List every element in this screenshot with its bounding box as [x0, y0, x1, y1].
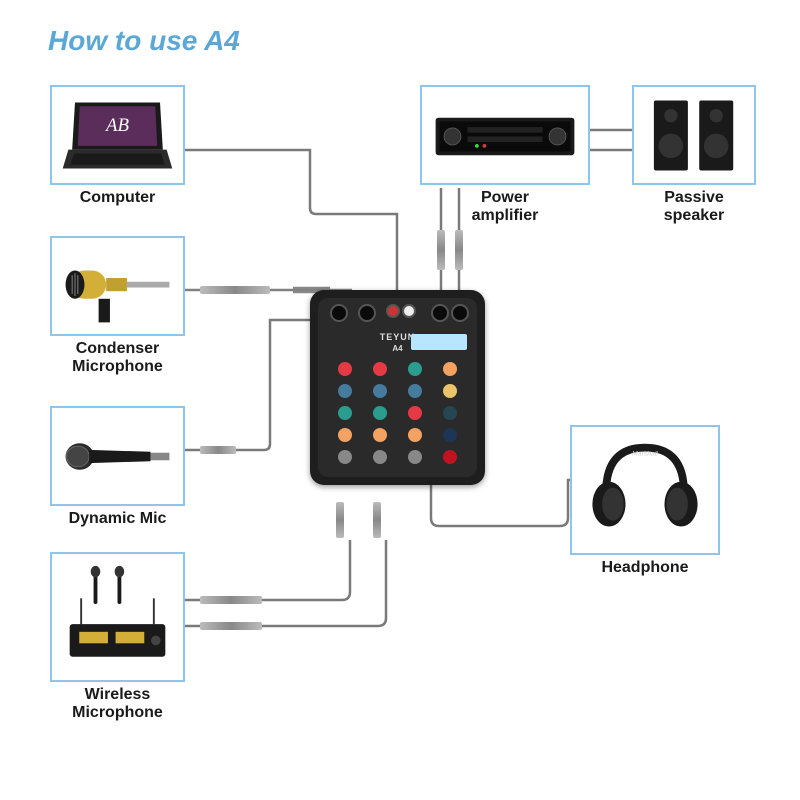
jack-plug [200, 446, 236, 454]
mixer-model: A4 [392, 344, 402, 353]
condenser-box [50, 236, 185, 336]
jack-plug [200, 286, 270, 294]
svg-text:AB: AB [104, 114, 130, 135]
jack-plug [455, 230, 463, 270]
mixer-brand: TEYUN [380, 332, 416, 342]
headphone-label: Headphone [570, 559, 720, 577]
condenser-label: CondenserMicrophone [50, 340, 185, 375]
computer-box: AB [50, 85, 185, 185]
wire-dynamic_right [185, 320, 320, 450]
mixer-device: TEYUN A4 [310, 290, 485, 485]
wire-wireless_right2 [185, 540, 386, 626]
wireless-label: WirelessMicrophone [50, 686, 185, 721]
headphone-box: Marshall [570, 425, 720, 555]
dynamic-label: Dynamic Mic [50, 510, 185, 528]
speaker-label: Passivespeaker [632, 189, 756, 224]
svg-text:Marshall: Marshall [632, 450, 658, 457]
jack-plug [200, 622, 262, 630]
jack-plug [437, 230, 445, 270]
jack-plug [200, 596, 262, 604]
dynamic-box [50, 406, 185, 506]
wireless-box [50, 552, 185, 682]
speaker-box [632, 85, 756, 185]
jack-plug [336, 502, 344, 538]
amplifier-box [420, 85, 590, 185]
computer-label: Computer [50, 189, 185, 207]
page-title: How to use A4 [48, 25, 240, 57]
mixer-display [411, 334, 467, 350]
wire-wireless_right [185, 540, 350, 600]
jack-plug [373, 502, 381, 538]
wire-computer_right [185, 150, 397, 290]
amplifier-label: Poweramplifier [420, 189, 590, 224]
